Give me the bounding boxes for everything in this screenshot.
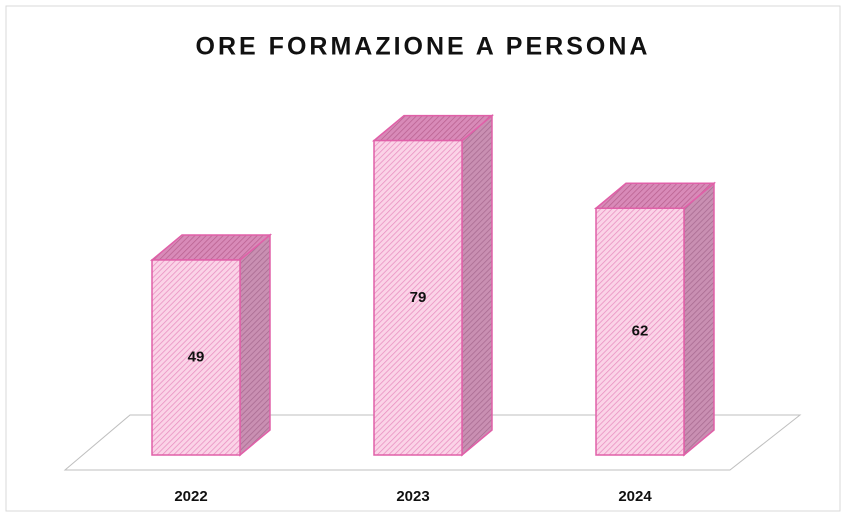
bar-side <box>461 113 493 457</box>
bar-side <box>683 181 715 457</box>
chart-title: ORE FORMAZIONE A PERSONA <box>196 33 651 61</box>
bar-front <box>373 139 463 456</box>
bar <box>593 181 717 457</box>
bar-front <box>151 259 241 456</box>
x-tick-label: 2024 <box>618 488 652 505</box>
data-label: 49 <box>188 348 205 365</box>
bar <box>149 233 273 457</box>
bar <box>371 113 495 457</box>
bar-front <box>595 207 685 456</box>
x-tick-label: 2022 <box>174 488 207 505</box>
bar-side <box>239 233 271 457</box>
x-tick-label: 2023 <box>396 488 429 505</box>
data-label: 62 <box>632 323 649 340</box>
data-label: 79 <box>410 289 427 306</box>
